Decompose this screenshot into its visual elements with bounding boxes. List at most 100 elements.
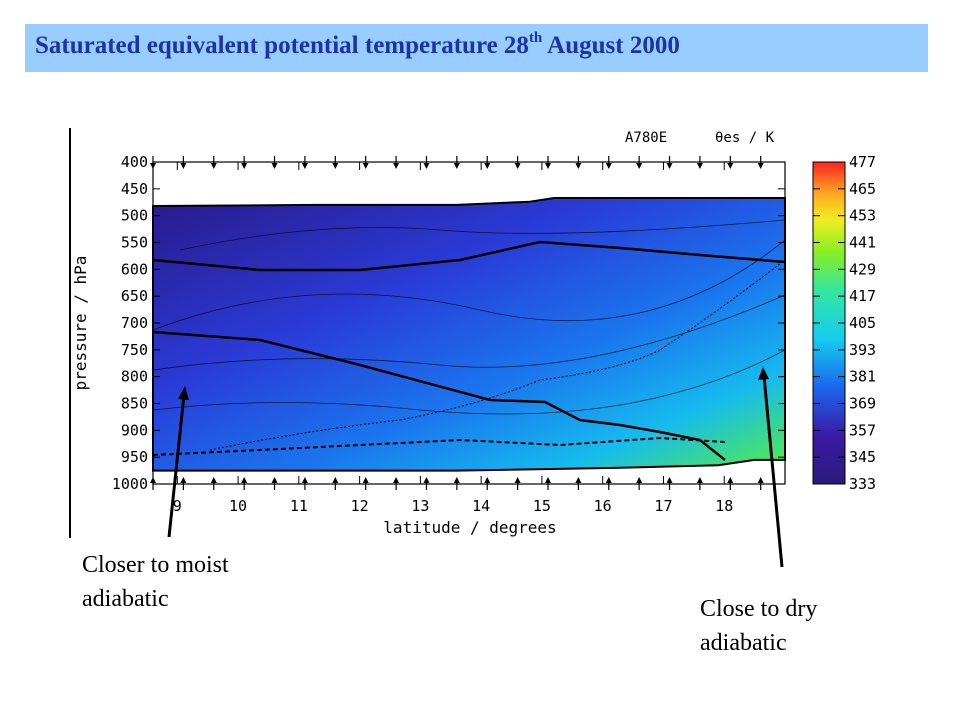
- x-tick-label: 13: [411, 497, 429, 515]
- y-tick-label: 900: [121, 421, 148, 439]
- y-tick-label: 550: [121, 234, 148, 252]
- dropsonde-marker-head: [575, 477, 582, 483]
- dropsonde-marker-head: [605, 163, 612, 169]
- colorbar-ticks: 477 465 453 441 429 417 405 393 381 369 357 345 333: [813, 153, 876, 493]
- y-tick-label: 600: [121, 260, 148, 278]
- dropsonde-marker-head: [484, 163, 491, 169]
- colorbar-tick-label: 441: [849, 234, 876, 252]
- annotation-moist-line2: adiabatic: [82, 586, 169, 612]
- contour-line: [179, 219, 786, 251]
- dropsonde-marker-head: [727, 163, 734, 169]
- y-tick-label: 850: [121, 395, 148, 413]
- dropsonde-marker-head: [210, 163, 217, 169]
- slide-title: Saturated equivalent potential temperatu…: [35, 30, 680, 60]
- y-tick-label: 500: [121, 207, 148, 225]
- dashed-contour: [152, 436, 726, 456]
- y-axis-label: pressure / hPa: [71, 256, 90, 391]
- dropsonde-marker-head: [696, 163, 703, 169]
- dropsonde-marker-head: [393, 477, 400, 483]
- title-main: Saturated equivalent potential temperatu…: [35, 32, 529, 59]
- x-tick-label: 14: [472, 497, 490, 515]
- dropsonde-marker-head: [362, 163, 369, 169]
- x-axis-label: latitude / degrees: [383, 518, 556, 537]
- dropsonde-marker-head: [241, 163, 248, 169]
- dropsonde-marker-head: [210, 477, 217, 483]
- y-tick-label: 750: [121, 341, 148, 359]
- x-tick-label: 11: [290, 497, 308, 515]
- dropsonde-marker-head: [271, 163, 278, 169]
- title-date: August 2000: [542, 32, 680, 59]
- annotation-moist: Closer to moist adiabatic: [82, 548, 229, 616]
- colorbar-tick-label: 405: [849, 314, 876, 332]
- contour-line: [152, 294, 786, 371]
- dropsonde-marker-head: [241, 477, 248, 483]
- dropsonde-marker-head: [150, 477, 156, 483]
- colorbar-tick-label: 357: [849, 421, 876, 439]
- x-tick-label: 9: [173, 497, 182, 515]
- dropsonde-marker-head: [727, 477, 734, 483]
- dropsonde-marker-head: [696, 477, 703, 483]
- colorbar-tick-label: 333: [849, 475, 876, 493]
- colorbar-tick-label: 465: [849, 180, 876, 198]
- dropsonde-marker-head: [666, 163, 673, 169]
- dropsonde-marker-head: [514, 163, 521, 169]
- annotation-dry: Close to dry adiabatic: [700, 592, 817, 660]
- colorbar-tick-label: 369: [849, 395, 876, 413]
- colorbar-tick-label: 381: [849, 368, 876, 386]
- annotation-dry-line1: Close to dry: [700, 596, 818, 622]
- dropsonde-marker-head: [757, 477, 764, 483]
- x-tick-label: 10: [229, 497, 247, 515]
- contour-line: [152, 239, 786, 331]
- dropsonde-marker-head: [423, 163, 430, 169]
- dropsonde-marker-head: [453, 163, 460, 169]
- dropsonde-marker-head: [180, 163, 187, 169]
- colorbar-tick-label: 429: [849, 260, 876, 278]
- dropsonde-marker-head: [757, 163, 764, 169]
- dropsonde-marker-head: [575, 163, 582, 169]
- colorbar-tick-label: 345: [849, 448, 876, 466]
- boundary-layer-line: [152, 330, 726, 461]
- dropsonde-marker-head: [514, 477, 521, 483]
- run-label: A780E: [625, 130, 667, 146]
- dropsonde-marker-head: [301, 163, 308, 169]
- y-axis: 400 450 500 550 600 650 700 750 800 850 900 950 1000: [112, 153, 785, 493]
- annotation-moist-line1: Closer to moist: [82, 552, 229, 578]
- dropsonde-marker-head: [332, 163, 339, 169]
- dropsonde-marker-head: [605, 477, 612, 483]
- y-tick-label: 950: [121, 448, 148, 466]
- title-superscript: th: [528, 30, 543, 46]
- theta-es-cross-section: A780E θes / K 9 10 11 12 13 14 15 16 17 18 400 450…: [69, 128, 876, 538]
- title-bar: Saturated equivalent potential temperatu…: [25, 24, 928, 72]
- upper-bold-contour: [152, 240, 786, 272]
- dropsonde-marker-head: [150, 163, 156, 169]
- contour-line: [152, 349, 786, 415]
- y-tick-label: 800: [121, 368, 148, 386]
- dropsonde-marker-head: [545, 163, 551, 169]
- annotation-dry-line2: adiabatic: [700, 630, 787, 656]
- x-tick-label: 17: [654, 497, 672, 515]
- dropsonde-marker-head: [545, 477, 551, 483]
- dropsonde-marker-head: [453, 477, 460, 483]
- dropsonde-marker-head: [362, 477, 369, 483]
- dropsonde-marker-head: [666, 477, 673, 483]
- dropsonde-marker-head: [271, 477, 278, 483]
- colorbar-tick-label: 417: [849, 287, 876, 305]
- colorbar-tick-label: 477: [849, 153, 876, 171]
- x-tick-label: 12: [351, 497, 369, 515]
- field-label: θes / K: [715, 130, 775, 146]
- dropsonde-marker-head: [332, 477, 339, 483]
- dropsonde-marker-head: [393, 163, 400, 169]
- x-tick-label: 16: [594, 497, 612, 515]
- x-tick-label: 18: [715, 497, 733, 515]
- y-tick-label: 400: [121, 153, 148, 171]
- y-tick-label: 450: [121, 180, 148, 198]
- y-tick-label: 1000: [112, 475, 148, 493]
- dropsonde-marker-head: [301, 477, 308, 483]
- colorbar-tick-label: 393: [849, 341, 876, 359]
- x-tick-label: 15: [533, 497, 551, 515]
- dropsonde-marker-head: [636, 163, 643, 169]
- y-tick-label: 700: [121, 314, 148, 332]
- theta-es-field: [152, 197, 786, 472]
- colorbar-tick-label: 453: [849, 207, 876, 225]
- y-tick-label: 650: [121, 287, 148, 305]
